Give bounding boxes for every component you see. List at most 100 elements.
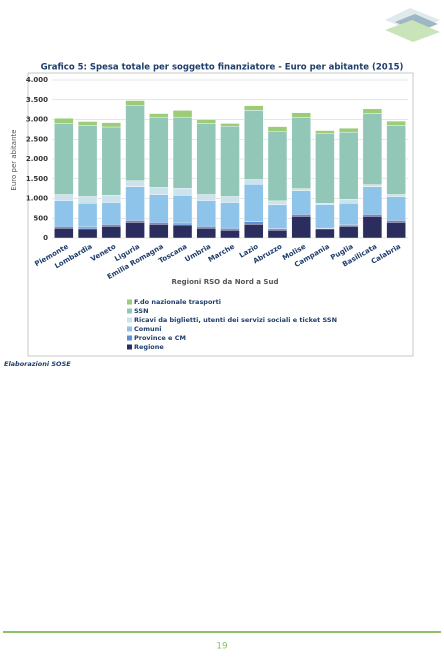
y-tick-label: 3.000 [26,116,48,124]
logo [385,8,440,42]
bar-segment [291,190,311,215]
legend-swatch [127,326,132,332]
bar-segment [196,194,216,201]
legend-swatch [127,344,132,350]
bar-segment [362,108,383,114]
legend-swatch [127,317,132,323]
y-tick-label: 2.000 [26,155,48,163]
bar-segment [196,200,216,227]
bar-segment [54,123,74,195]
bar-segment [196,123,216,195]
bar-segment [338,203,359,226]
bar-segment [101,225,122,239]
bar-segment [267,126,288,132]
bar-segment [77,228,98,239]
bar-segment [149,194,169,223]
bar-segment [54,225,74,229]
bar-segment [291,214,311,217]
y-axis-label: Euro per abitante [10,129,18,190]
bar-segment [172,116,193,189]
bar-segment [101,195,122,203]
bar-segment [267,200,288,206]
y-tick-label: 1.500 [26,175,48,183]
bar-segment [172,188,193,196]
y-tick-label: 500 [33,214,48,222]
bar-segment [362,186,383,215]
bar-segment [291,112,311,118]
bar-segment [54,194,74,201]
bar-segment [196,119,216,124]
legend-label: Comuni [134,325,162,333]
bar-segment [338,225,359,239]
bar-segment [267,229,288,239]
bar-segment [267,131,288,202]
bar-segment [267,228,288,231]
bar-segment [77,196,98,204]
bar-segment [386,125,406,195]
bar-segment [172,222,193,226]
y-tick-label: 4.000 [26,76,48,84]
bar-segment [125,220,145,223]
bar-segment [172,224,193,239]
bar-segment [386,196,406,221]
bar-segment [362,214,383,217]
bar-segment [125,100,145,106]
bar-segment [149,223,169,239]
bar-segment [362,216,383,239]
bar-segment [244,223,264,239]
x-axis-label: Regioni RSO da Nord a Sud [172,278,279,286]
legend-label: Regione [134,343,164,351]
legend-label: F.do nazionale trasporti [134,298,221,306]
bar-segment [125,180,145,187]
bar-segment [244,221,264,225]
bar-segment [149,116,169,188]
bar-segment [77,226,98,230]
bar-segment [220,123,240,127]
bar-segment [101,223,122,227]
bar-segment [172,110,193,118]
bar-segment [386,120,406,126]
bar-segment [220,227,240,231]
bar-segment [125,105,145,181]
bar-segment [149,221,169,225]
bar-segment [220,229,240,239]
bar-segment [338,131,359,200]
bar-segment [267,204,288,229]
bar-segment [315,204,335,229]
bar-segment [362,184,383,187]
bar-segment [220,202,240,229]
bar-segment [196,227,216,239]
bar-segment [149,187,169,195]
bar-segment [315,228,335,239]
bar-segment [149,113,169,118]
bar-segment [54,118,74,124]
bar-segment [315,133,335,204]
legend-swatch [127,299,132,305]
page-number: 19 [216,642,228,652]
bar-segment [244,184,264,223]
bar-segment [315,130,335,134]
bar-segment [338,127,359,133]
bar-segment [125,221,145,239]
bar-segment [77,125,98,197]
bar-segment [101,126,122,196]
bar-segment [54,227,74,239]
plot: 05001.0001.5002.0002.5003.0003.5004.000P… [26,76,408,281]
bar-segment [172,195,193,224]
bar-segment [291,216,311,239]
legend-swatch [127,308,132,314]
bar-segment [77,203,98,228]
bar-segment [54,200,74,227]
bar-segment [77,121,98,126]
bar-segment [338,199,359,204]
legend-label: SSN [134,307,149,315]
x-tick-label: Veneto [89,242,117,263]
legend-swatch [127,335,132,341]
bar-segment [101,202,122,225]
chart-title: Grafico 5: Spesa totale per soggetto fin… [41,63,404,73]
bar-segment [244,105,264,111]
bar-segment [196,225,216,229]
x-tick-label: Marche [207,242,236,264]
